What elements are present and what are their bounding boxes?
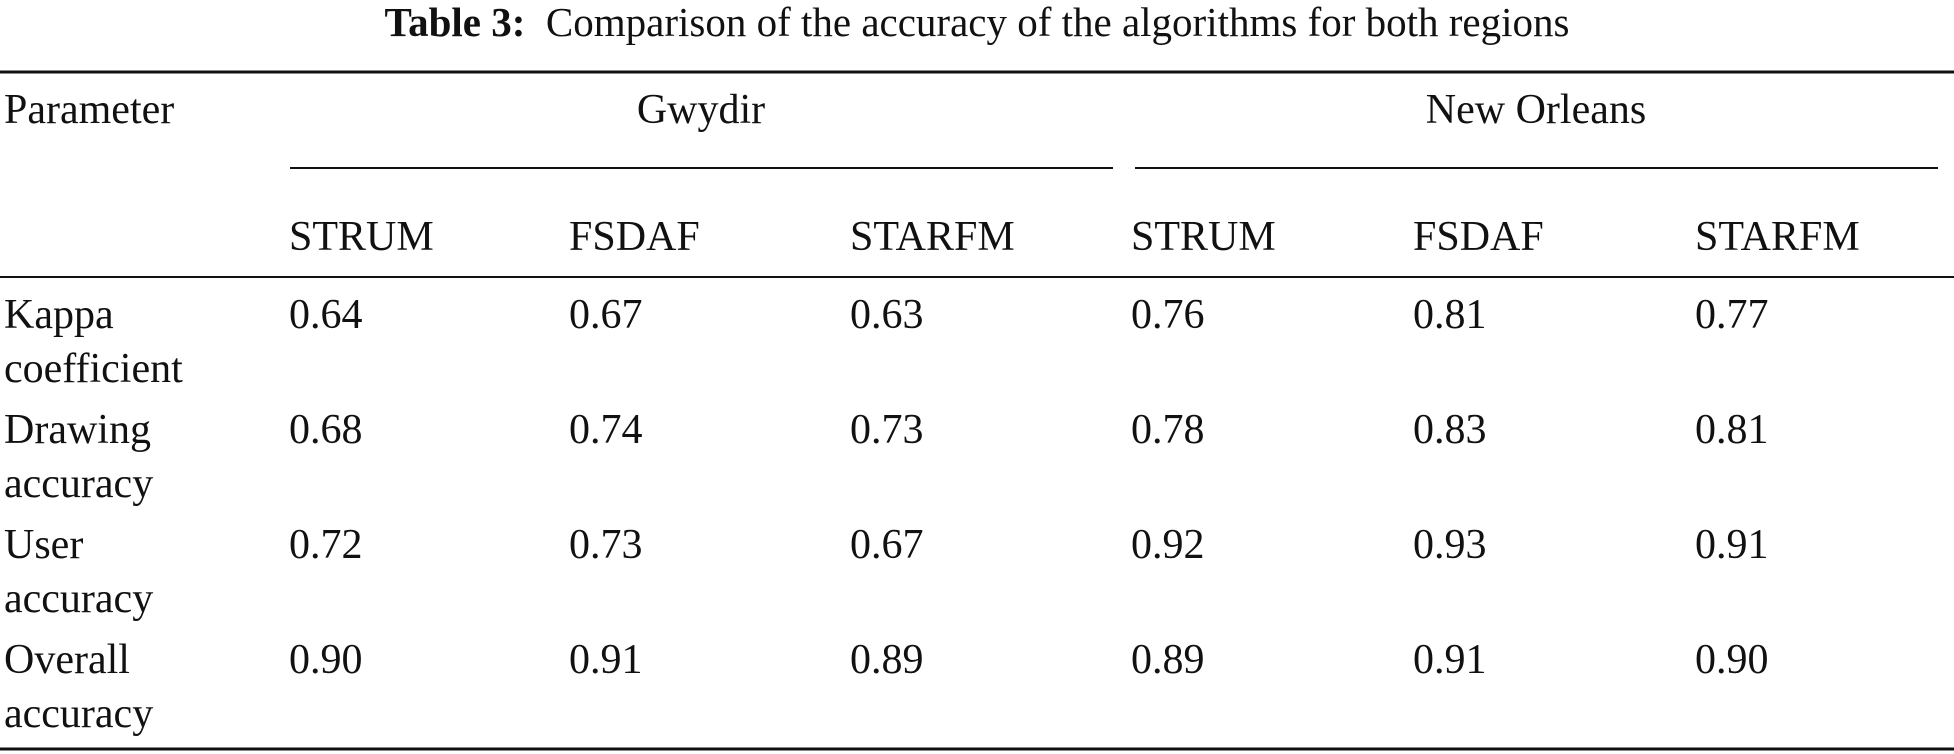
row-label: Kappa coefficient — [4, 292, 183, 392]
group-header: New Orleans — [1425, 87, 1647, 133]
row-label: User accuracy — [4, 522, 154, 622]
cell: 0.89 — [850, 637, 924, 683]
cell: 0.63 — [850, 292, 924, 338]
cell: 0.76 — [1131, 292, 1205, 338]
cell: 0.68 — [289, 407, 363, 453]
table-caption: Table 3: Comparison of the accuracy of t… — [0, 0, 1954, 44]
cell: 0.91 — [1413, 637, 1487, 683]
cell: 0.67 — [569, 292, 643, 338]
cell: 0.90 — [289, 637, 363, 683]
cell: 0.90 — [1695, 637, 1769, 683]
cell: 0.64 — [289, 292, 363, 338]
column-header: STRUM — [1131, 214, 1276, 260]
cell: 0.67 — [850, 522, 924, 568]
group-header: Gwydir — [636, 87, 766, 133]
cell: 0.78 — [1131, 407, 1205, 453]
cell: 0.83 — [1413, 407, 1487, 453]
cell: 0.81 — [1413, 292, 1487, 338]
row-label: Overall accuracy — [4, 637, 154, 737]
cell: 0.72 — [289, 522, 363, 568]
row-label: Drawing accuracy — [4, 407, 154, 507]
cell: 0.73 — [850, 407, 924, 453]
cell: 0.91 — [1695, 522, 1769, 568]
cell: 0.77 — [1695, 292, 1769, 338]
cell: 0.81 — [1695, 407, 1769, 453]
parameter-header: Parameter — [4, 87, 175, 133]
cell: 0.93 — [1413, 522, 1487, 568]
caption-text: Comparison of the accuracy of the algori… — [545, 0, 1570, 45]
column-header: STARFM — [1695, 214, 1860, 260]
cell: 0.74 — [569, 407, 643, 453]
column-header: FSDAF — [569, 214, 700, 260]
column-header: FSDAF — [1413, 214, 1544, 260]
cell: 0.91 — [569, 637, 643, 683]
cell: 0.89 — [1131, 637, 1205, 683]
cell: 0.73 — [569, 522, 643, 568]
cell: 0.92 — [1131, 522, 1205, 568]
column-header: STRUM — [289, 214, 434, 260]
column-header: STARFM — [850, 214, 1015, 260]
caption-label: Table 3: — [384, 0, 526, 45]
